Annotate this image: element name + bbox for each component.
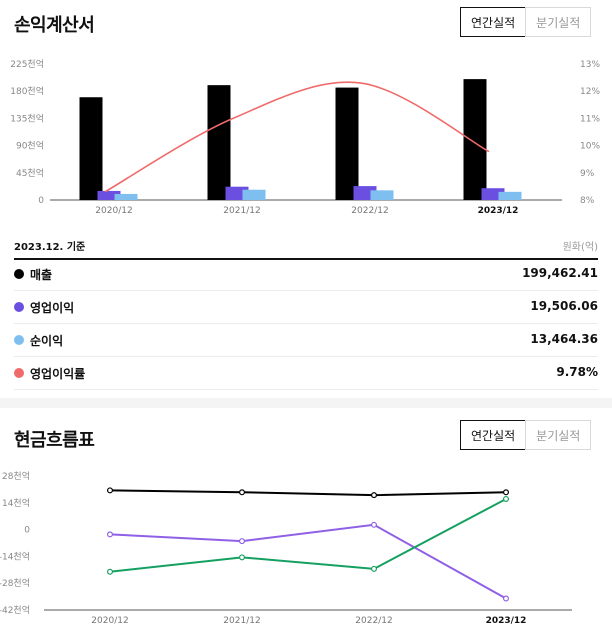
cashflow-point-2 [371,521,378,528]
operating-margin-line [104,81,490,193]
x-tick-label: 2022/12 [355,616,392,626]
cashflow-point-1 [503,489,510,496]
bar-net-income [498,191,522,200]
y-tick-label: 14천억 [2,497,30,509]
cashflow-tab-quarterly[interactable]: 분기실적 [525,420,592,450]
y2-tick-label: 8% [580,196,595,206]
operating-margin-value: 9.78% [556,365,598,379]
currency-unit: 원화(억) [562,242,598,253]
y2-tick-label: 10% [580,142,600,152]
bar-net-income [242,189,266,200]
bar-operating-income [97,190,121,200]
y2-tick-label: 12% [580,87,600,97]
x-tick-label: 2021/12 [223,206,260,216]
summary-row-revenue: 매출 199,462.41 [14,258,598,291]
bar-revenue [79,97,103,200]
cashflow-point-3 [503,495,510,502]
cashflow-chart: -42천억 -28천억 -14천억 0 14천억 28천억 2020/12 2021/12 20… [0,470,572,626]
y-tick-label: -42천억 [0,604,30,616]
income-tab-quarterly[interactable]: 분기실적 [525,7,592,37]
net-income-label: 순이익 [30,334,64,348]
net-income-value: 13,464.36 [530,332,598,346]
cashflow-tab-annual[interactable]: 연간실적 [460,420,527,450]
revenue-value: 199,462.41 [522,266,598,280]
cashflow-point-3 [371,565,378,572]
y-tick-label: -14천억 [0,550,30,562]
bar-net-income [370,190,394,200]
summary-row-operating-margin: 영업이익률 9.78% [14,357,598,390]
summary-row-operating-income: 영업이익 19,506.06 [14,291,598,324]
y-tick-label: 28천억 [2,470,30,482]
income-statement-section: 손익계산서 연간실적 분기실적 0 45천억 90천억 135천억 180천억 225천억… [10,7,600,390]
cashflow-point-2 [106,531,113,538]
net-income-dot-icon [14,335,24,345]
cashflow-series-line-2 [109,523,507,600]
summary-rows: 매출 199,462.41 영업이익 19,506.06 순이익 13,464.… [14,258,598,390]
cashflow-point-2 [503,595,510,602]
operating-income-label: 영업이익 [30,301,75,315]
y-tick-label: 0 [24,526,30,536]
x-tick-label: 2023/12 [478,206,519,216]
bar-operating-income [481,188,505,200]
y-tick-label: 225천억 [10,58,44,70]
cashflow-tabs: 연간실적 분기실적 [460,420,592,450]
y2-tick-label: 13% [580,60,600,70]
cashflow-point-1 [371,492,378,499]
summary-header: 2023.12. 기준 원화(억) [14,234,598,260]
summary-row-net-income: 순이익 13,464.36 [14,324,598,357]
cashflow-title: 현금흐름표 [14,430,95,451]
bar-revenue [207,85,231,200]
y-tick-label: 135천억 [10,112,44,124]
x-tick-label: 2020/12 [91,616,128,626]
x-tick-label: 2023/12 [486,616,527,626]
x-tick-label: 2021/12 [223,616,260,626]
cashflow-series-line-1 [109,489,507,497]
income-title: 손익계산서 [14,15,95,36]
y-tick-label: 180천억 [10,85,44,97]
bar-revenue [335,87,359,200]
section-divider [0,398,612,408]
cashflow-series-line-3 [109,498,507,573]
y2-tick-label: 11% [580,114,600,124]
y-tick-label: 90천억 [16,140,44,152]
bar-net-income [114,193,138,200]
y2-tick-label: 9% [580,169,595,179]
bar-revenue [463,79,487,200]
operating-margin-label: 영업이익률 [30,367,86,381]
cashflow-point-3 [106,568,113,575]
cashflow-point-2 [239,538,246,545]
revenue-dot-icon [14,269,24,279]
cashflow-point-1 [106,487,113,494]
operating-margin-dot-icon [14,368,24,378]
basis-date: 2023.12. 기준 [14,242,86,253]
revenue-label: 매출 [30,268,53,282]
cashflow-point-1 [239,489,246,496]
cashflow-point-3 [239,554,246,561]
x-tick-label: 2020/12 [95,206,132,216]
income-tabs: 연간실적 분기실적 [460,7,592,37]
operating-income-value: 19,506.06 [530,299,598,313]
x-tick-label: 2022/12 [351,206,388,216]
income-chart: 0 45천억 90천억 135천억 180천억 225천억 8% 9% 10% 11% 12% 13%… [10,58,600,216]
y-tick-label: 0 [38,196,44,206]
y-tick-label: -28천억 [0,577,30,589]
operating-income-dot-icon [14,302,24,312]
cashflow-section: 현금흐름표 연간실적 분기실적 -42천억 -28천억 -14천억 0 14천억 28천억… [0,408,612,634]
y-tick-label: 45천억 [16,167,44,179]
